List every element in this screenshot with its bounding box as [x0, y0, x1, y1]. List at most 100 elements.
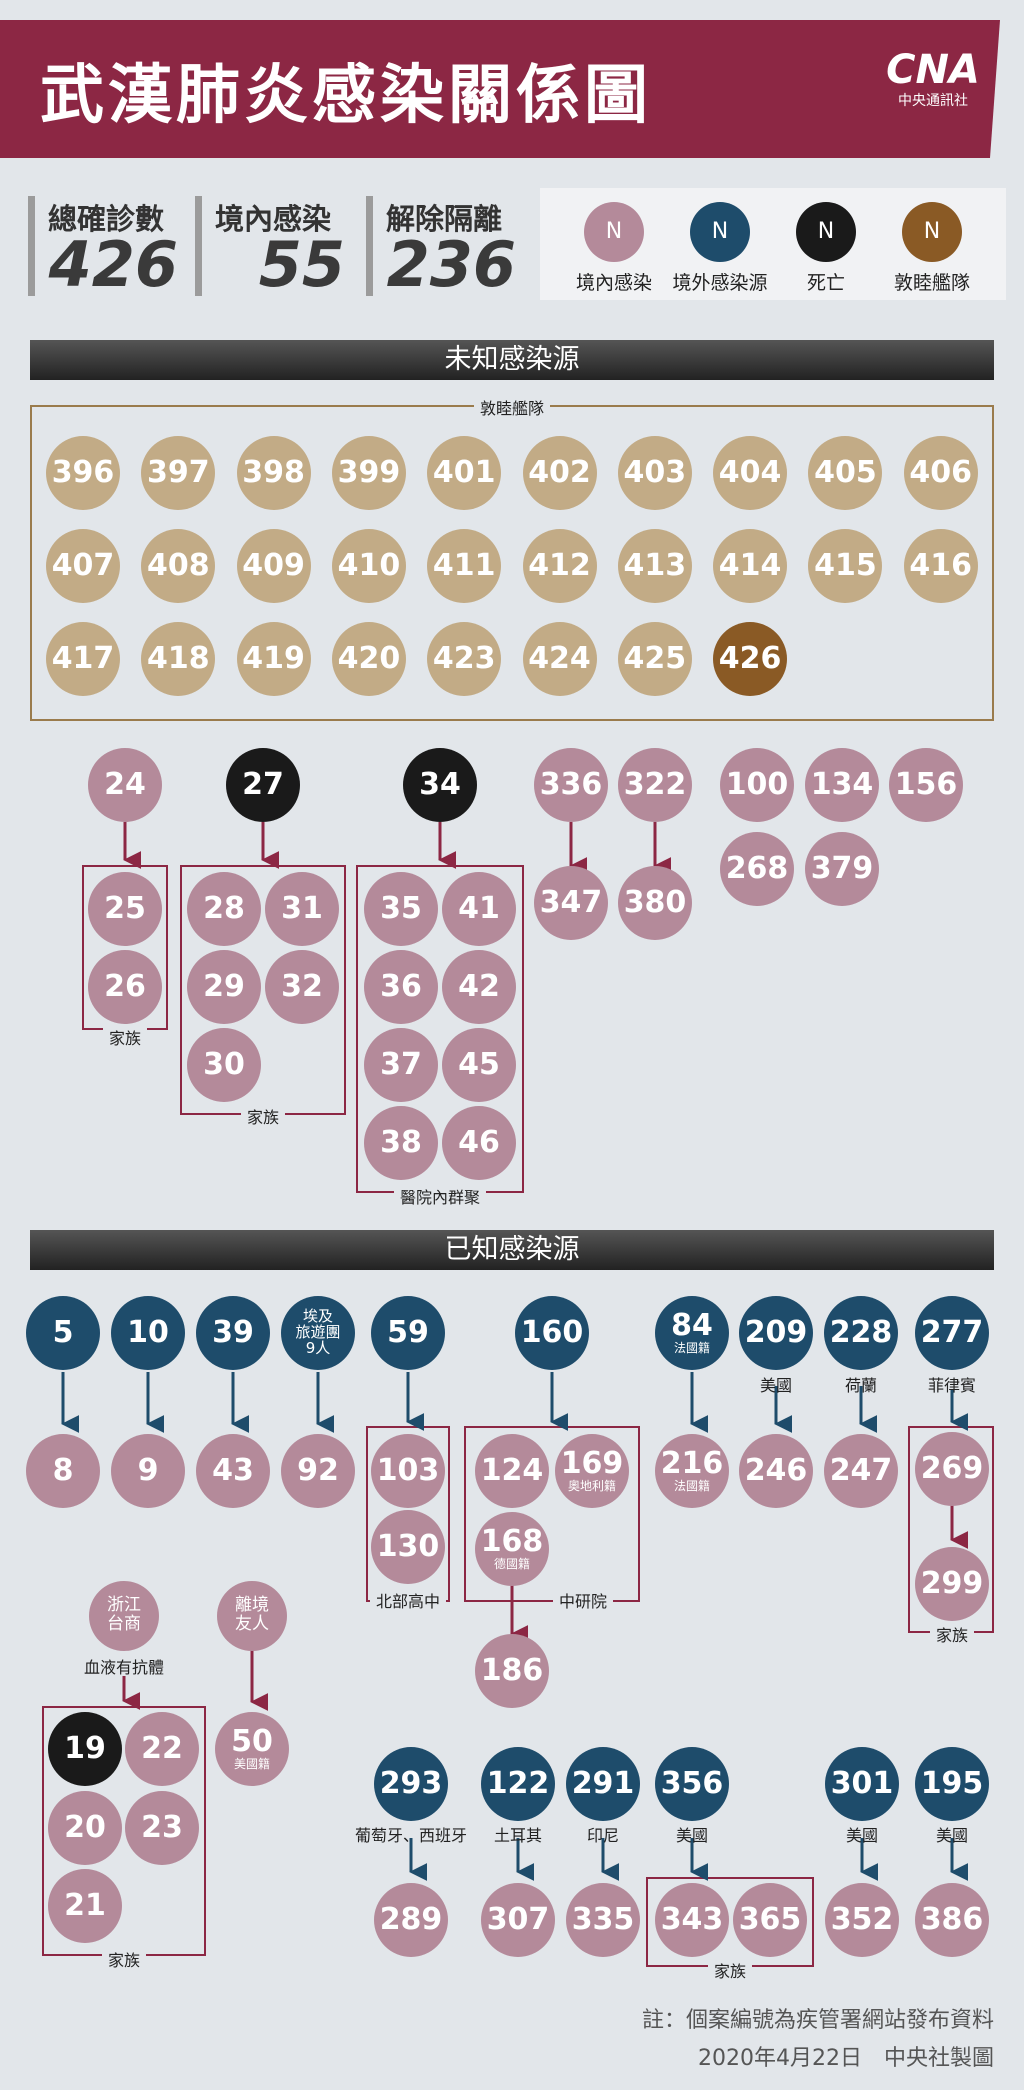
case-node: 92	[281, 1434, 355, 1508]
section-unknown: 未知感染源	[30, 340, 994, 380]
cna-logo: CNA 中央通訊社	[878, 48, 988, 128]
legend-local: N 境內感染	[564, 202, 664, 295]
case-node: 31	[265, 872, 339, 946]
fleet-case-node: 414	[713, 529, 788, 603]
case-node: 36	[364, 950, 438, 1024]
source-label: 葡萄牙、西班牙	[354, 1826, 468, 1845]
fleet-case-node: 418	[141, 622, 216, 696]
nationality-label: 德國籍	[493, 1557, 530, 1571]
family-label: 家族	[707, 1958, 753, 1982]
family-label: 家族	[240, 1104, 286, 1128]
case-node: 352	[825, 1883, 899, 1957]
source-label: 印尼	[586, 1826, 620, 1845]
fleet-case-node: 416	[903, 529, 978, 603]
fleet-case-node: 410	[331, 529, 406, 603]
nationality-label: 美國籍	[233, 1757, 270, 1771]
source-label: 美國	[759, 1376, 793, 1395]
case-node: 23	[125, 1791, 199, 1865]
case-node: 122	[481, 1747, 555, 1821]
source-label: 土耳其	[493, 1826, 543, 1845]
case-node: 25	[88, 872, 162, 946]
legend-label: 死亡	[806, 272, 845, 294]
case-node: 37	[364, 1028, 438, 1102]
fleet-case-node: 426	[713, 622, 788, 696]
fleet-case-node: 409	[236, 529, 311, 603]
case-node: 356	[655, 1747, 729, 1821]
case-node: 38	[364, 1106, 438, 1180]
school-label: 北部高中	[369, 1588, 447, 1612]
case-node: 24	[88, 748, 162, 822]
title-banner	[0, 20, 1000, 158]
case-node: 30	[187, 1028, 261, 1102]
case-node: 169 奧地利籍	[555, 1434, 629, 1508]
case-node: 34	[403, 748, 477, 822]
case-node: 186	[475, 1634, 549, 1708]
family-label: 家族	[929, 1622, 975, 1646]
case-node: 32	[265, 950, 339, 1024]
case-node: 10	[111, 1296, 185, 1370]
stat-released: 解除隔離 236	[366, 196, 516, 301]
case-node: 365	[733, 1883, 807, 1957]
zhejiang-node: 浙江 台商	[89, 1581, 159, 1651]
case-node: 50 美國籍	[215, 1712, 289, 1786]
stat-value: 236	[386, 228, 516, 301]
case-node: 301	[825, 1747, 899, 1821]
fleet-case-node: 424	[522, 622, 597, 696]
nationality-label: 法國籍	[673, 1341, 710, 1355]
case-node: 42	[442, 950, 516, 1024]
stat-label: 境內感染	[215, 202, 332, 236]
fleet-case-node: 425	[617, 622, 692, 696]
legend-label: 境內感染	[575, 272, 652, 294]
case-node: 246	[739, 1434, 813, 1508]
stat-local: 境內感染 55	[195, 196, 345, 301]
case-node: 134	[805, 748, 879, 822]
stat-divider	[195, 196, 202, 296]
legend-dot: N	[584, 202, 644, 262]
case-node: 28	[187, 872, 261, 946]
source-label: 菲律賓	[927, 1376, 977, 1395]
fleet-frame-label: 敦睦艦隊	[473, 395, 551, 419]
case-node: 103	[371, 1434, 445, 1508]
source-label: 美國	[845, 1826, 879, 1845]
case-node: 100	[720, 748, 794, 822]
egypt-tour-node: 埃及 旅遊團 9人	[281, 1296, 355, 1370]
fleet-case-node: 396	[46, 436, 120, 510]
case-node: 41	[442, 872, 516, 946]
case-node: 124	[475, 1434, 549, 1508]
fleet-case-node: 415	[808, 529, 883, 603]
case-node: 289	[374, 1883, 448, 1957]
fleet-case-node: 411	[427, 529, 502, 603]
case-node: 59	[371, 1296, 445, 1370]
stat-value: 55	[258, 228, 345, 301]
family-label: 家族	[102, 1025, 148, 1049]
fleet-case-node: 405	[808, 436, 883, 510]
nationality-label: 法國籍	[673, 1479, 710, 1493]
footnote: 註：個案編號為疾管署網站發布資料	[641, 2008, 994, 2033]
legend-dot: N	[902, 202, 962, 262]
case-node: 168 德國籍	[475, 1512, 549, 1586]
fleet-case-node: 401	[427, 436, 502, 510]
case-node: 322	[618, 748, 692, 822]
fleet-case-node: 402	[522, 436, 597, 510]
source-label: 血液有抗體	[83, 1658, 165, 1677]
case-node: 277	[915, 1296, 989, 1370]
section-known: 已知感染源	[30, 1230, 994, 1270]
source-label: 荷蘭	[844, 1376, 878, 1395]
case-node: 268	[720, 832, 794, 906]
case-node: 22	[125, 1712, 199, 1786]
fleet-case-node: 407	[46, 529, 120, 603]
case-node: 299	[915, 1547, 989, 1621]
case-node: 84 法國籍	[655, 1296, 729, 1370]
legend-dot: N	[690, 202, 750, 262]
case-node: 216 法國籍	[655, 1434, 729, 1508]
depart-friend-node: 離境 友人	[217, 1581, 287, 1651]
stat-label: 總確診數	[48, 202, 165, 236]
fleet-case-node: 399	[331, 436, 406, 510]
fleet-case-node: 423	[427, 622, 502, 696]
legend-fleet: N 敦睦艦隊	[882, 202, 982, 295]
fleet-case-node: 417	[46, 622, 120, 696]
legend-label: 境外感染源	[672, 272, 768, 294]
fleet-case-node: 408	[141, 529, 216, 603]
stat-divider	[366, 196, 373, 296]
